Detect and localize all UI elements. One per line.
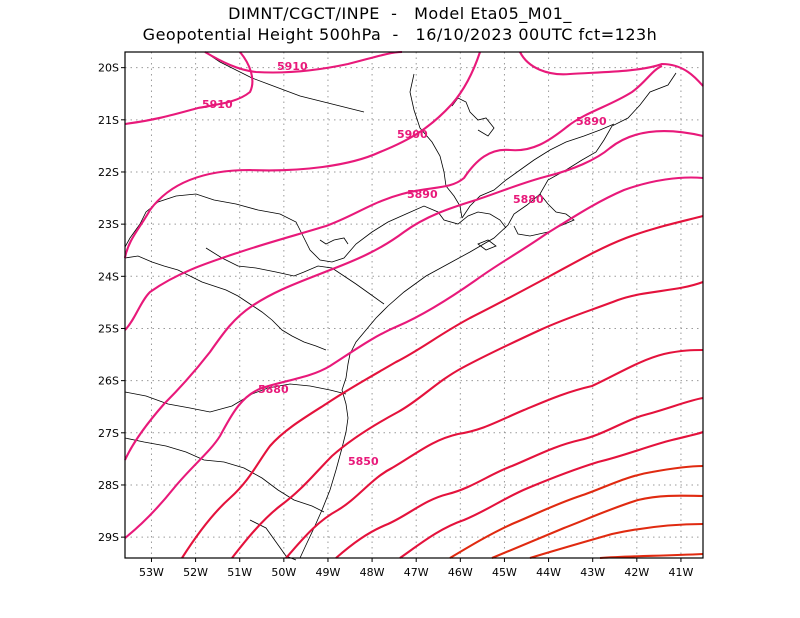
y-tick-label: 21S xyxy=(98,114,119,127)
contour-label: 5880 xyxy=(513,193,544,206)
x-axis-ticks: 53W 52W 51W 50W 49W 48W 47W 46W 45W 44W 43W 42W 41W xyxy=(139,558,693,579)
sc-rs-border xyxy=(124,437,325,513)
height-contour-line xyxy=(231,281,704,559)
guanabara-bay-outline xyxy=(513,193,575,237)
y-axis-ticks: 20S 21S 22S 23S 24S 25S 26S 27S 28S 29S xyxy=(98,62,125,544)
y-tick-label: 25S xyxy=(98,322,119,335)
contour-label: 5890 xyxy=(407,188,438,201)
x-tick-label: 43W xyxy=(580,566,605,579)
height-contours xyxy=(123,50,704,560)
lat-lon-grid xyxy=(125,52,703,558)
x-tick-label: 41W xyxy=(669,566,694,579)
height-contour-line xyxy=(124,130,704,461)
height-contour-line xyxy=(123,51,481,259)
pr-sc-border xyxy=(124,383,347,413)
height-contour-line xyxy=(124,51,254,126)
sp-mg-border xyxy=(124,193,507,263)
river-network xyxy=(319,237,349,245)
x-tick-label: 44W xyxy=(536,566,561,579)
height-contour-line xyxy=(449,464,704,559)
x-tick-label: 48W xyxy=(360,566,385,579)
contour-labels: 5910 5910 5900 5890 5890 5880 5880 5850 xyxy=(202,60,607,468)
y-tick-label: 22S xyxy=(98,166,119,179)
coastline-and-borders xyxy=(124,51,677,561)
y-tick-label: 26S xyxy=(98,375,119,388)
chart-title-line1: DIMNT/CGCT/INPE - Model Eta05_M01_ xyxy=(228,4,572,23)
y-tick-label: 29S xyxy=(98,531,119,544)
brazil-coastline xyxy=(299,72,677,559)
contour-label: 5900 xyxy=(397,128,428,141)
y-tick-label: 24S xyxy=(98,270,119,283)
height-contour-line xyxy=(124,176,704,539)
chart-title-line2: Geopotential Height 500hPa - 16/10/2023 … xyxy=(142,25,658,44)
west-border xyxy=(124,255,327,351)
height-contour-line xyxy=(491,494,704,559)
x-tick-label: 46W xyxy=(448,566,473,579)
height-contour-line xyxy=(124,65,663,331)
x-tick-label: 45W xyxy=(492,566,517,579)
x-tick-label: 52W xyxy=(183,566,208,579)
x-tick-label: 50W xyxy=(271,566,296,579)
height-contour-line xyxy=(285,348,704,559)
contour-label: 5850 xyxy=(348,455,379,468)
x-tick-label: 49W xyxy=(316,566,341,579)
ilha-grande-outline xyxy=(477,239,497,251)
north-border xyxy=(204,51,365,113)
height-contour-line xyxy=(335,396,704,559)
mg-rj-border xyxy=(461,123,615,219)
y-tick-label: 28S xyxy=(98,479,119,492)
pr-sp-border xyxy=(205,247,385,305)
y-tick-label: 20S xyxy=(98,62,119,75)
x-tick-label: 51W xyxy=(227,566,252,579)
map-frame xyxy=(124,51,704,559)
height-contour-line xyxy=(204,50,403,74)
contour-label: 5880 xyxy=(258,383,289,396)
y-tick-label: 27S xyxy=(98,427,119,440)
height-contour-line xyxy=(519,51,704,87)
y-tick-label: 23S xyxy=(98,218,119,231)
x-tick-label: 53W xyxy=(139,566,164,579)
height-contour-line xyxy=(399,431,704,559)
x-tick-label: 42W xyxy=(624,566,649,579)
x-tick-label: 47W xyxy=(404,566,429,579)
contour-label: 5910 xyxy=(277,60,308,73)
height-contour-line xyxy=(181,214,704,559)
height-contour-line xyxy=(529,522,704,560)
contour-label: 5890 xyxy=(576,115,607,128)
ne-rivers xyxy=(451,97,495,137)
contour-label: 5910 xyxy=(202,98,233,111)
mg-es-border xyxy=(409,73,463,219)
